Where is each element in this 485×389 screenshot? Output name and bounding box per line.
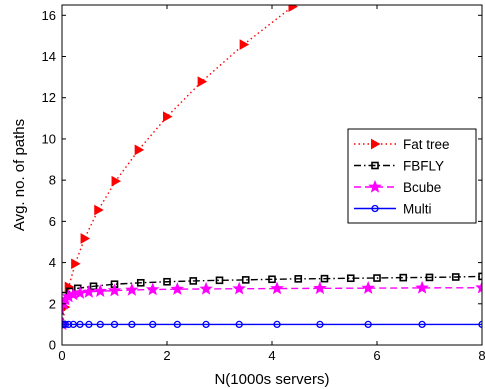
data-point-multi [85, 320, 93, 329]
legend-label-multi: Multi [403, 202, 432, 217]
data-point-fbfly [399, 273, 408, 282]
data-point-fbfly [163, 277, 171, 286]
data-point-fbfly [89, 282, 98, 291]
data-point-fat-tree [288, 5, 298, 13]
data-point-bcube [199, 281, 213, 295]
legend-marker-bcube [368, 179, 382, 193]
data-point-fat-tree [163, 111, 173, 123]
data-point-fat-tree [80, 233, 91, 244]
data-point-multi [64, 320, 73, 329]
series-line-bcube [62, 287, 482, 325]
legend-marker-fbfly [371, 161, 379, 170]
x-tick-label: 6 [373, 348, 380, 363]
y-tick-label: 2 [49, 296, 56, 311]
legend-label-bcube: Bcube [403, 180, 441, 195]
series-multi [62, 320, 482, 329]
data-point-multi [364, 320, 372, 329]
data-point-multi [76, 320, 84, 329]
y-tick-label: 16 [42, 8, 56, 23]
data-point-multi [69, 320, 77, 329]
data-point-fbfly [294, 275, 303, 283]
series-line-fbfly [62, 275, 482, 325]
data-point-bcube [361, 281, 375, 294]
data-point-bcube [232, 281, 246, 295]
data-point-bcube [107, 283, 122, 297]
data-point-bcube [145, 282, 160, 296]
x-tick-label: 4 [268, 348, 275, 363]
y-tick-label: 4 [49, 255, 56, 270]
legend-box [347, 128, 477, 224]
data-point-fbfly [320, 274, 329, 283]
series-layer [62, 5, 482, 331]
series-fbfly [62, 272, 482, 329]
data-point-multi [173, 320, 181, 329]
data-point-fbfly [136, 278, 145, 287]
data-point-fbfly [268, 275, 276, 284]
y-axis-title: Avg. no. of paths [11, 119, 28, 231]
data-point-multi [110, 320, 119, 329]
data-point-multi [128, 320, 136, 329]
ticks-layer: 0 2 4 6 8 0 2 4 6 8 10 12 14 16 [42, 5, 485, 363]
data-point-fbfly [425, 273, 434, 282]
data-point-multi [478, 320, 482, 329]
data-point-fat-tree [94, 204, 104, 216]
data-point-fat-tree [111, 175, 122, 187]
y-tick-label: 6 [49, 214, 56, 229]
data-point-bcube [415, 280, 429, 294]
legend: Fat tree FBFLY Bcube Multi [347, 128, 477, 224]
data-point-fbfly [451, 273, 460, 281]
data-point-fat-tree [71, 258, 81, 270]
y-tick-label: 10 [42, 131, 56, 146]
data-point-bcube [93, 284, 108, 297]
data-point-multi [418, 320, 426, 329]
data-point-fbfly [189, 277, 198, 285]
data-point-multi [202, 320, 210, 329]
data-point-bcube [313, 281, 327, 295]
x-tick-label: 2 [163, 348, 170, 363]
y-tick-label: 14 [42, 49, 56, 64]
data-point-bcube [82, 284, 96, 298]
data-point-multi [149, 320, 157, 329]
legend-marker-fat-tree [371, 138, 381, 150]
data-point-bcube [475, 280, 482, 294]
data-point-fat-tree [134, 144, 145, 156]
data-point-fbfly [478, 272, 482, 281]
legend-marker-multi [371, 204, 379, 213]
x-tick-label: 0 [58, 348, 65, 363]
data-point-multi [235, 320, 243, 329]
x-tick-label: 8 [478, 348, 485, 363]
data-point-bcube [270, 281, 284, 295]
data-point-fat-tree [239, 39, 250, 50]
series-line-fat-tree [62, 5, 297, 325]
data-point-fbfly [241, 276, 250, 284]
data-point-bcube [125, 282, 139, 296]
data-point-fbfly [373, 274, 381, 282]
y-tick-label: 0 [49, 338, 56, 353]
data-point-fat-tree [197, 76, 208, 88]
data-point-multi [273, 320, 281, 329]
data-point-bcube [170, 282, 185, 295]
legend-label-fbfly: FBFLY [403, 159, 444, 174]
data-point-multi [316, 320, 324, 329]
data-point-fbfly [346, 274, 355, 283]
data-point-multi [96, 320, 104, 329]
x-axis-title: N(1000s servers) [214, 371, 329, 388]
legend-label-fat-tree: Fat tree [403, 137, 450, 152]
y-tick-label: 12 [42, 90, 56, 105]
y-tick-label: 8 [49, 173, 56, 188]
data-point-fbfly [215, 276, 224, 285]
